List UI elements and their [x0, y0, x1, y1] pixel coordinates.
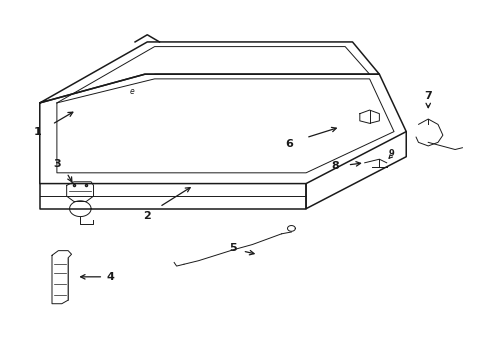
Text: 2: 2: [144, 211, 151, 221]
Text: 1: 1: [33, 127, 41, 136]
Text: 7: 7: [424, 91, 432, 101]
Text: 6: 6: [285, 139, 293, 149]
Text: 8: 8: [332, 161, 339, 171]
Text: 4: 4: [107, 272, 115, 282]
Text: 5: 5: [229, 243, 237, 253]
Text: 3: 3: [53, 159, 61, 169]
Text: e: e: [129, 86, 134, 95]
Text: 9: 9: [389, 149, 394, 158]
